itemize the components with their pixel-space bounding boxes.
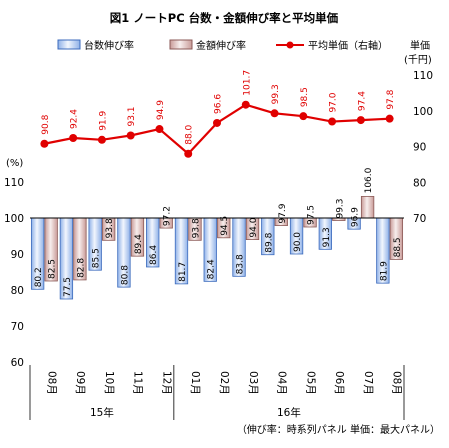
price-marker [385, 114, 394, 123]
bar-value-label: 90.0 [293, 232, 303, 252]
bar-value-label: 88.5 [393, 237, 403, 257]
x-tick-label: 08月 [45, 371, 57, 395]
price-value-label: 101.7 [242, 70, 252, 96]
x-tick-label: 07月 [362, 371, 374, 395]
bar-value-label: 94.5 [220, 216, 230, 236]
bar-value-label: 93.8 [191, 218, 201, 238]
bar-value-label: 93.8 [105, 218, 115, 238]
x-tick-label: 04月 [276, 371, 288, 395]
right-tick-label: 110 [413, 70, 433, 82]
bar-value-label: 97.9 [278, 203, 288, 223]
price-value-label: 98.5 [300, 87, 310, 107]
bar-value-label: 89.4 [134, 234, 144, 254]
price-value-label: 97.8 [386, 89, 396, 109]
legend-swatch-amount [169, 39, 193, 50]
legend-marker-price [286, 41, 294, 49]
x-axis: 08月 09月 10月 11月 12月 01月 02月 03月 04月 05月 06月 07月 08月 1… [29, 365, 405, 420]
left-tick-label: 80 [11, 285, 24, 297]
x-tick-label: 09月 [74, 371, 86, 395]
bar-value-label: 82.8 [76, 258, 86, 278]
bar-value-label: 96.9 [351, 207, 361, 227]
x-tick-label: 02月 [218, 371, 230, 395]
right-tick-label: 70 [413, 213, 426, 225]
bar-value-label: 83.8 [236, 254, 246, 274]
price-value-label: 91.9 [98, 110, 108, 130]
chart-title: 図1 ノートPC 台数・金額伸び率と平均単価 [110, 11, 339, 25]
legend-label-price: 平均単価（右軸） [308, 39, 388, 52]
right-axis: 110 100 90 80 70 [413, 70, 433, 225]
price-value-label: 97.0 [329, 92, 339, 112]
bar-value-label: 86.4 [149, 245, 159, 265]
bar-value-label: 77.5 [63, 277, 73, 297]
price-value-label: 99.3 [271, 84, 281, 104]
footnote: （伸び率：時系列パネル 単価：最大パネル） [237, 423, 440, 436]
price-marker [241, 100, 250, 109]
legend-swatch-units [57, 39, 81, 50]
left-tick-label: 70 [11, 321, 24, 333]
bar-value-label: 91.3 [322, 227, 332, 247]
right-tick-label: 90 [413, 142, 426, 154]
x-group-label: 15年 [90, 406, 114, 419]
bar-value-label: 99.3 [335, 198, 345, 218]
bar-value-label: 97.2 [163, 206, 173, 226]
price-marker [213, 118, 221, 127]
x-tick-label: 12月 [160, 371, 172, 395]
left-tick-label: 110 [4, 177, 24, 189]
price-value-label: 93.1 [127, 106, 137, 126]
price-marker [270, 109, 279, 118]
bar-value-label: 82.4 [207, 259, 217, 279]
x-tick-label: 01月 [189, 371, 201, 395]
bar-value-label: 82.5 [48, 259, 58, 279]
bar-value-label: 106.0 [364, 167, 374, 193]
price-value-label: 94.9 [156, 100, 166, 120]
price-marker [69, 134, 78, 143]
bar-value-labels: 80.2 77.5 85.5 80.8 86.4 81.7 82.4 83.8 89.8 90.0… [34, 167, 403, 297]
legend-label-amount: 金額伸び率 [196, 39, 246, 52]
bar-value-label: 81.7 [178, 262, 188, 282]
legend-label-units: 台数伸び率 [84, 39, 134, 52]
price-marker [356, 116, 365, 125]
x-group-label: 16年 [277, 406, 301, 419]
right-tick-label: 100 [413, 106, 433, 118]
x-tick-label: 08月 [391, 371, 403, 395]
price-line: 90.8 92.4 91.9 93.1 94.9 88.0 96.6 101.7 99.3 98.… [40, 70, 396, 158]
right-axis-unit-line2: (千円) [404, 54, 432, 66]
bar-value-label: 97.5 [307, 205, 317, 225]
left-tick-label: 90 [11, 249, 24, 261]
price-value-label: 96.6 [214, 94, 224, 114]
bar-value-label: 80.2 [34, 267, 44, 287]
price-marker [126, 131, 135, 140]
legend: 台数伸び率 金額伸び率 平均単価（右軸） [57, 39, 388, 52]
right-tick-label: 80 [413, 177, 426, 189]
price-marker [97, 135, 106, 144]
x-tick-label: 06月 [333, 371, 345, 395]
price-marker [40, 139, 49, 148]
bar-value-label: 81.9 [379, 261, 389, 281]
bars [30, 195, 404, 300]
price-marker [328, 117, 337, 126]
amount-bar [360, 195, 375, 219]
bar-value-label: 85.5 [92, 248, 102, 268]
x-tick-label: 05月 [304, 371, 316, 395]
price-value-label: 88.0 [185, 124, 195, 144]
x-tick-label: 03月 [247, 371, 259, 395]
x-tick-label: 11月 [132, 371, 144, 395]
price-value-label: 97.4 [357, 91, 367, 111]
bar-value-label: 89.8 [264, 232, 274, 252]
price-marker [299, 112, 308, 121]
right-axis-unit-line1: 単価 [410, 39, 430, 52]
price-marker [184, 149, 193, 158]
price-marker [155, 125, 164, 134]
left-axis: 110 100 90 80 70 60 [4, 177, 24, 369]
price-value-label: 90.8 [41, 114, 51, 134]
left-tick-label: 100 [4, 213, 24, 225]
left-tick-label: 60 [11, 357, 24, 369]
bar-value-label: 94.0 [249, 217, 259, 237]
price-value-label: 92.4 [70, 109, 80, 129]
bar-value-label: 80.8 [120, 265, 130, 285]
x-tick-label: 10月 [103, 371, 115, 395]
left-axis-unit: (%) [6, 158, 23, 169]
